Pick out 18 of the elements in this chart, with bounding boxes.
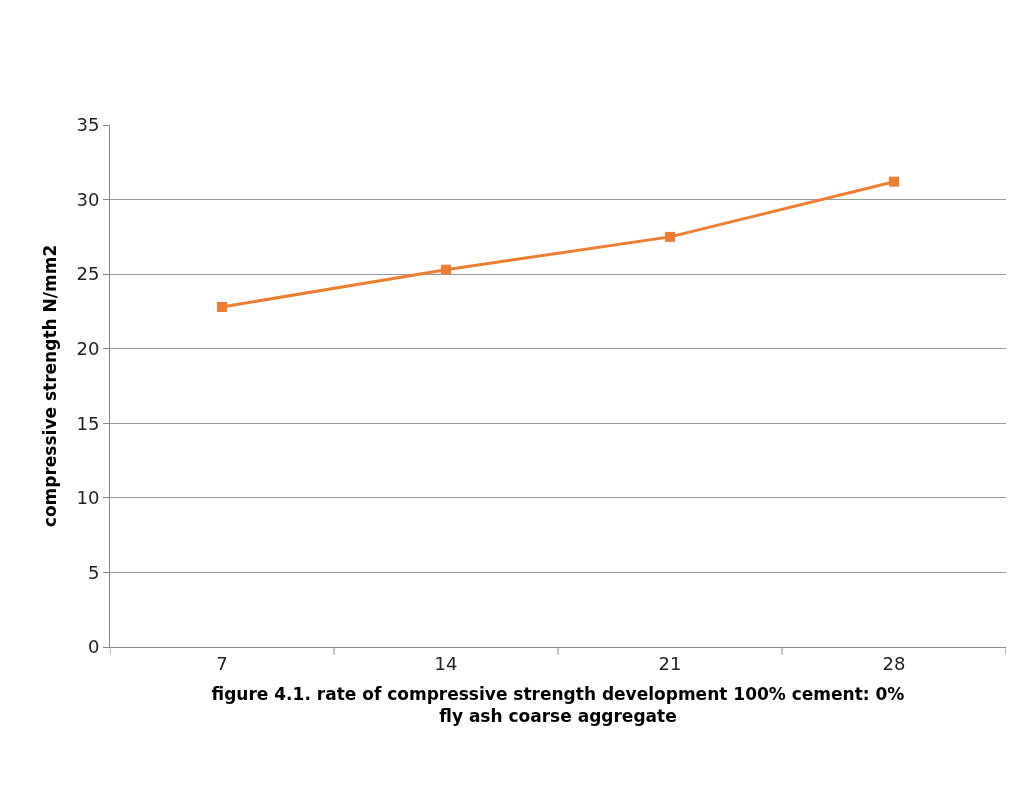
point (665, 231, 675, 242)
y-tick-label: 0 (87, 636, 100, 658)
y-tick-label: 15 (76, 412, 100, 434)
y-axis-title: compressive strength N/mm2 (40, 244, 61, 528)
y-tick-label: 20 (76, 338, 100, 360)
point (217, 301, 227, 312)
x-tick-label: 7 (216, 652, 228, 674)
x-tick-label: 21 (658, 652, 682, 674)
x-tick-label: 28 (882, 652, 906, 674)
y-tick-label: 30 (76, 188, 100, 210)
point (441, 264, 451, 275)
y-tick-label: 25 (76, 263, 100, 285)
y-tick-label: 35 (76, 114, 100, 136)
point (889, 176, 899, 187)
x-axis-title: figure 4.1. rate of compressive strength development 100% cement: 0% fly ash coarse aggregate (211, 684, 905, 727)
y-tick-label: 10 (76, 487, 100, 509)
x-tick-label: 14 (434, 652, 458, 674)
y-tick-label: 5 (87, 561, 100, 583)
